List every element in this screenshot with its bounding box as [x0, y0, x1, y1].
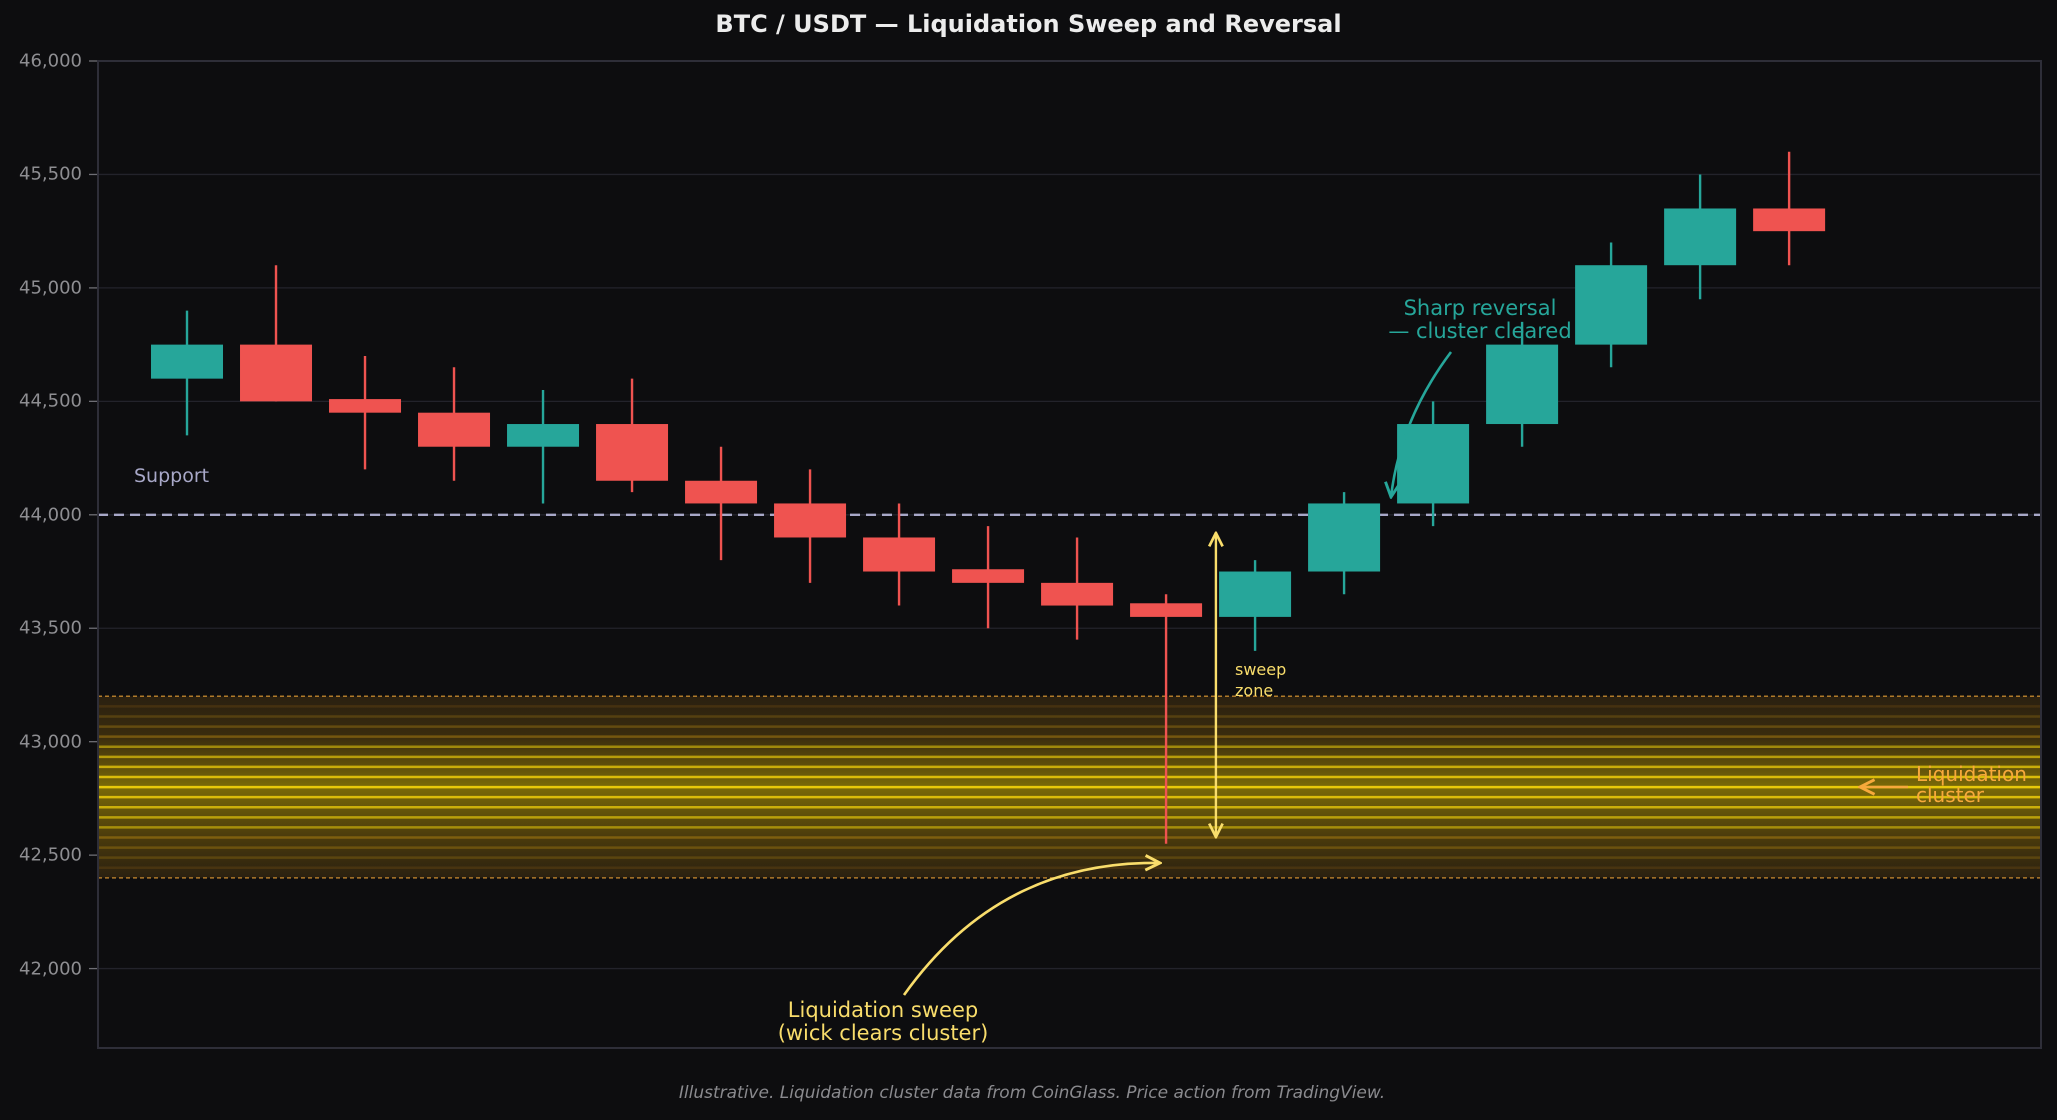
bullish-candle: [1397, 401, 1470, 527]
bearish-candle: [1130, 594, 1203, 844]
support-label: Support: [134, 465, 210, 487]
y-tick-label: 43,500: [19, 617, 82, 639]
bullish-candle: [1575, 242, 1648, 368]
bullish-candle: [1486, 321, 1559, 447]
candle-body: [1219, 571, 1292, 617]
candle-body: [1575, 265, 1648, 345]
y-tick-label: 42,000: [19, 958, 82, 980]
candle-body: [863, 537, 936, 572]
y-tick-label: 45,000: [19, 277, 82, 299]
bearish-candle: [240, 265, 313, 402]
bullish-candle: [1308, 492, 1381, 595]
sweep-zone-label: sweep zone: [1235, 660, 1287, 700]
candle-body: [240, 344, 313, 402]
candle-body: [418, 412, 491, 447]
plot-border: [97, 60, 2042, 1049]
candle-body: [329, 399, 402, 413]
candle-body: [774, 503, 847, 538]
liquidation-cluster-label: Liquidation cluster: [1916, 762, 2027, 807]
bearish-candle: [774, 469, 847, 583]
candle-body: [507, 424, 580, 447]
candle-body: [1308, 503, 1381, 572]
bearish-candle: [418, 367, 491, 481]
y-tick-label: 42,500: [19, 844, 82, 866]
candle-body: [1664, 208, 1737, 266]
source-footnote: Illustrative. Liquidation cluster data f…: [678, 1083, 1386, 1103]
sharp-reversal-label: Sharp reversal — cluster cleared: [1388, 296, 1572, 343]
bullish-candle: [1664, 174, 1737, 300]
liquidation-sweep-label: Liquidation sweep (wick clears cluster): [777, 998, 989, 1045]
y-tick-label: 45,500: [19, 163, 82, 185]
bearish-candle: [1041, 537, 1114, 640]
sharp-reversal-arrow: [1391, 351, 1453, 497]
bearish-candle: [863, 503, 936, 606]
bearish-candle: [329, 355, 402, 470]
candles: [151, 151, 1826, 844]
candle-body: [952, 569, 1025, 583]
y-tick-label: 43,000: [19, 731, 82, 753]
liquidation-cluster-band: [98, 695, 2041, 879]
y-tick-label: 46,000: [19, 50, 82, 72]
bullish-candle: [507, 390, 580, 504]
annotation-arrows: [902, 351, 1908, 996]
candle-body: [685, 480, 758, 504]
plot-frame: [97, 60, 2042, 1049]
bearish-candle: [596, 378, 669, 493]
chart-title: BTC / USDT — Liquidation Sweep and Rever…: [715, 10, 1342, 38]
candle-body: [596, 424, 669, 481]
liquidation-sweep-arrow: [902, 863, 1160, 996]
candle-body: [151, 344, 224, 379]
bearish-candle: [952, 526, 1025, 629]
bullish-candle: [151, 310, 224, 436]
y-tick-label: 44,500: [19, 390, 82, 412]
candle-body: [1486, 344, 1559, 425]
candle-body: [1041, 582, 1114, 606]
y-tick-label: 44,000: [19, 504, 82, 526]
bearish-candle: [685, 446, 758, 561]
bearish-candle: [1753, 151, 1826, 266]
candle-body: [1753, 208, 1826, 232]
candle-body: [1397, 424, 1470, 504]
candle-body: [1130, 603, 1203, 617]
bullish-candle: [1219, 560, 1292, 651]
